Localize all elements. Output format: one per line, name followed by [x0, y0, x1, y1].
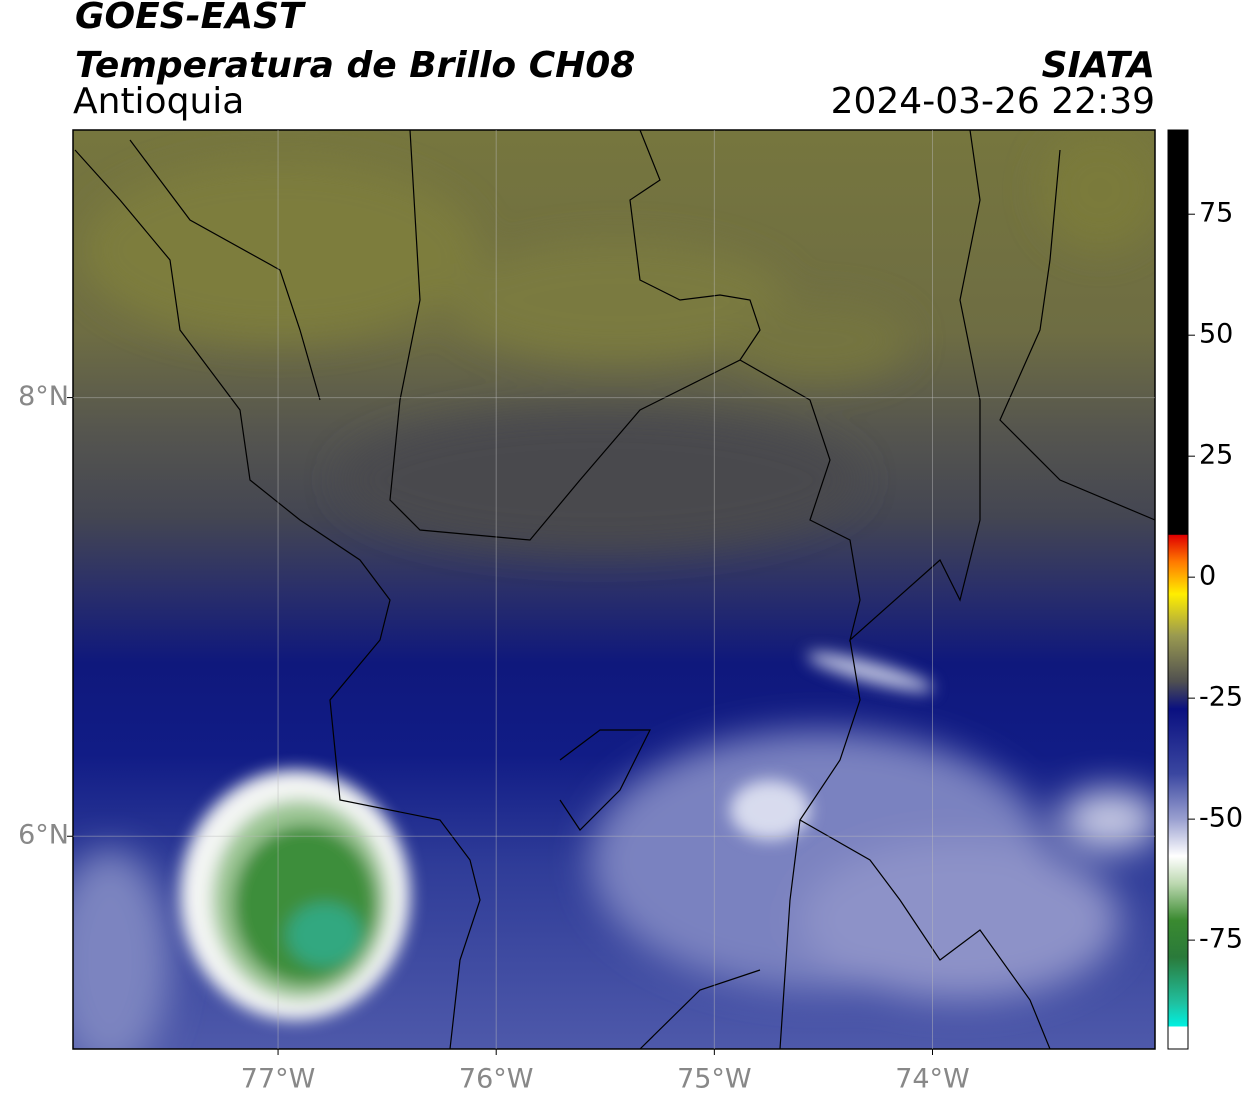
y-tick-label: 6°N	[18, 820, 69, 851]
colorbar	[1167, 129, 1189, 1050]
colorbar-tick-label: -75	[1199, 924, 1243, 955]
colorbar-tick-label: 25	[1199, 440, 1233, 471]
borders	[74, 130, 1155, 1049]
y-tick-label: 8°N	[18, 381, 69, 412]
x-tick-label: 76°W	[459, 1064, 534, 1095]
title: GOES-EAST	[75, 0, 306, 37]
region: Antioquia	[73, 81, 244, 122]
map-image	[73, 130, 1155, 1049]
timestamp: 2024-03-26 22:39	[831, 81, 1155, 122]
x-tick-label: 75°W	[677, 1064, 752, 1095]
colorbar-tick-label: 0	[1199, 561, 1216, 592]
map-frame	[72, 129, 1156, 1050]
colorbar-tick-label: -50	[1199, 803, 1243, 834]
subtitle: Temperatura de Brillo CH08	[75, 45, 635, 86]
colorbar-tick-label: 50	[1199, 319, 1233, 350]
colorbar-tick-label: 75	[1199, 198, 1233, 229]
x-tick-label: 77°W	[241, 1064, 316, 1095]
source: SIATA	[1042, 45, 1155, 86]
colorbar-tick-label: -25	[1199, 682, 1243, 713]
x-tick-label: 74°W	[895, 1064, 970, 1095]
